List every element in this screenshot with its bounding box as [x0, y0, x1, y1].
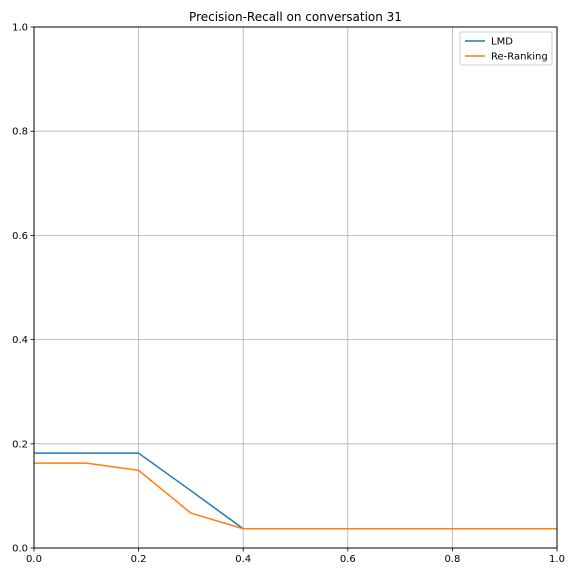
y-tick-label: 1.0	[12, 23, 28, 34]
series-line-re-ranking	[34, 462, 557, 530]
plot-frame	[33, 26, 558, 549]
y-tick-label: 0.2	[12, 439, 28, 450]
legend-label: LMD	[491, 37, 513, 48]
x-tick-label: 0.8	[444, 554, 460, 565]
y-tick-label: 0.8	[12, 127, 28, 138]
legend-label: Re-Ranking	[491, 52, 548, 63]
legend: LMD Re-Ranking	[459, 31, 553, 66]
x-tick-label: 0.0	[26, 554, 42, 565]
axis-ticks: 0.0 0.2 0.4 0.6 0.8 1.0 0.0 0.2 0.4 0.6 0.8 1.0	[12, 23, 565, 566]
chart-title: Precision-Recall on conversation 31	[189, 10, 402, 24]
x-tick-label: 0.4	[235, 554, 251, 565]
y-tick-label: 0.0	[12, 544, 28, 555]
x-tick-label: 1.0	[549, 554, 565, 565]
x-tick-label: 0.2	[131, 554, 147, 565]
x-tick-label: 0.6	[340, 554, 356, 565]
y-tick-label: 0.6	[12, 231, 28, 242]
series-lines	[34, 452, 557, 530]
y-tick-label: 0.4	[12, 335, 28, 346]
